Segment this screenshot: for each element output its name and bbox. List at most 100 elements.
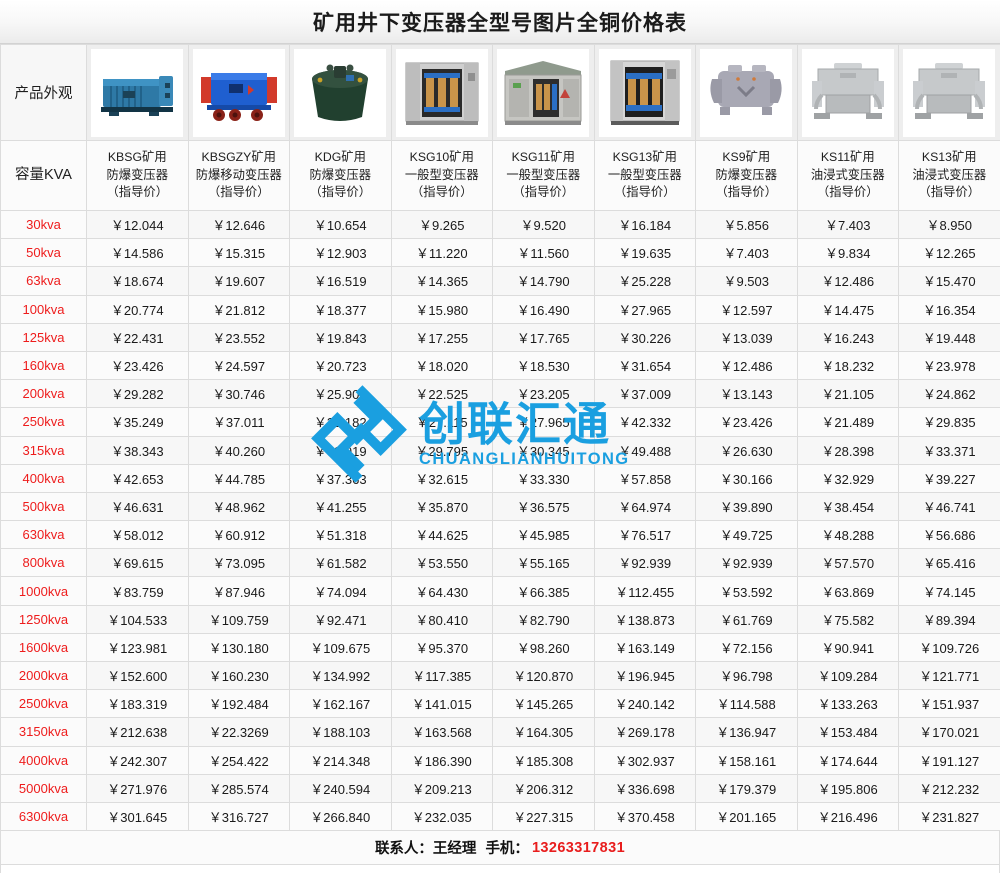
model-type-8: 油浸式变压器: [912, 167, 987, 182]
product-image-cell-8: [898, 44, 1000, 141]
price-cell: ￥55.165: [492, 548, 595, 578]
model-price-note-7: （指导价）: [817, 185, 879, 200]
model-type-0: 防爆变压器: [106, 167, 169, 182]
price-cell: ￥160.230: [187, 660, 290, 691]
price-cell: ￥138.873: [593, 604, 696, 634]
price-cell: ￥18.674: [86, 266, 189, 296]
price-cell: ￥20.723: [289, 350, 392, 381]
price-cell: ￥14.790: [492, 266, 595, 296]
price-cell: ￥32.929: [796, 463, 899, 493]
transformer-explosion-proof-icon: [710, 64, 782, 115]
capacity-cell: 63kva: [0, 266, 87, 296]
capacity-cell: 50kva: [0, 238, 87, 268]
price-cell: ￥121.771: [898, 660, 1000, 691]
table-row: 5000kva ￥271.976 ￥285.574 ￥240.594 ￥209.213 ￥…: [0, 773, 1000, 803]
model-price-note-3: （指导价）: [411, 185, 473, 200]
table-row: 630kva ￥58.012 ￥60.912 ￥51.318 ￥44.625 ￥45.98…: [0, 520, 1000, 550]
price-cell: ￥51.318: [289, 520, 392, 550]
table-row: 315kva ￥38.343 ￥40.260 ￥33.919 ￥29.795 ￥30.34…: [0, 435, 1000, 465]
price-cell: ￥12.903: [289, 238, 392, 268]
column-header-7: KS11矿用 油浸式变压器 （指导价）: [796, 140, 899, 211]
table-row: 4000kva ￥242.307 ￥254.422 ￥214.348 ￥186.390 ￥…: [0, 745, 1000, 775]
price-cell: ￥117.385: [390, 660, 493, 691]
price-cell: ￥32.615: [390, 463, 493, 493]
model-price-note-8: （指导价）: [918, 185, 981, 200]
price-cell: ￥141.015: [390, 689, 493, 719]
capacity-cell: 2000kva: [0, 660, 87, 691]
transformer-blue-wheeled-icon: [192, 48, 285, 137]
price-cell: ￥18.530: [492, 350, 595, 381]
price-cell: ￥14.586: [86, 238, 189, 268]
price-cell: ￥29.795: [390, 435, 493, 465]
product-image-cell-0: [86, 44, 189, 141]
price-cell: ￥8.950: [898, 209, 1000, 240]
price-cell: ￥302.937: [593, 745, 696, 775]
price-cell: ￥38.343: [86, 435, 189, 465]
model-type-5: 一般型变压器: [607, 167, 682, 182]
price-cell: ￥35.249: [86, 407, 189, 437]
price-cell: ￥17.765: [492, 322, 595, 352]
price-cell: ￥232.035: [390, 801, 493, 832]
model-type-4: 一般型变压器: [506, 167, 581, 182]
capacity-cell: 100kva: [0, 294, 87, 324]
transformer-oil-immersed-icon: [811, 62, 884, 119]
price-cell: ￥136.947: [695, 717, 798, 747]
price-cell: ￥90.941: [796, 632, 899, 663]
table-row: 2500kva ￥183.319 ￥192.484 ￥162.167 ￥141.015 ￥…: [0, 689, 1000, 719]
table-row: 6300kva ￥301.645 ￥316.727 ￥266.840 ￥232.035 ￥…: [0, 801, 1000, 832]
price-cell: ￥9.265: [390, 209, 493, 240]
product-image-cell-1: [187, 44, 290, 141]
price-cell: ￥10.654: [289, 209, 392, 240]
price-cell: ￥21.105: [796, 379, 899, 409]
price-cell: ￥22.3269: [187, 717, 290, 747]
price-cell: ￥28.398: [796, 435, 899, 465]
product-image-cell-6: [695, 44, 798, 141]
price-cell: ￥92.939: [593, 548, 696, 578]
product-image-cell-4: [492, 44, 595, 141]
model-price-note-5: （指导价）: [614, 185, 676, 200]
price-cell: ￥61.582: [289, 548, 392, 578]
price-cell: ￥18.377: [289, 294, 392, 324]
price-cell: ￥39.227: [898, 463, 1000, 493]
transformer-oil-immersed2-icon: [903, 48, 996, 137]
price-cell: ￥20.774: [86, 294, 189, 324]
price-cell: ￥145.265: [492, 689, 595, 719]
price-cell: ￥27.115: [390, 407, 493, 437]
price-cell: ￥42.332: [593, 407, 696, 437]
transformer-cabinet-open-icon: [395, 48, 488, 137]
price-cell: ￥12.265: [898, 238, 1000, 268]
phone-number[interactable]: 13263317831: [531, 839, 626, 856]
model-name-0: KBSG矿用: [107, 149, 167, 164]
price-cell: ￥196.945: [593, 660, 696, 691]
table-row: 3150kva ￥212.638 ￥22.3269 ￥188.103 ￥163.568 ￥…: [0, 717, 1000, 747]
capacity-cell: 160kva: [0, 350, 87, 381]
price-cell: ￥183.319: [86, 689, 189, 719]
price-cell: ￥114.588: [695, 689, 798, 719]
price-cell: ￥227.315: [492, 801, 595, 832]
capacity-cell: 1000kva: [0, 576, 87, 606]
model-name-5: KSG13矿用: [612, 149, 677, 164]
price-cell: ￥23.426: [86, 350, 189, 381]
price-cell: ￥42.653: [86, 463, 189, 493]
table-row: 200kva ￥29.282 ￥30.746 ￥25.903 ￥22.525 ￥23.20…: [0, 379, 1000, 409]
transformer-cabinet-open-icon: [405, 62, 479, 125]
price-cell: ￥130.180: [187, 632, 290, 663]
capacity-cell: 6300kva: [0, 801, 87, 832]
capacity-cell: 500kva: [0, 491, 87, 522]
price-cell: ￥48.962: [187, 491, 290, 522]
price-cell: ￥53.550: [390, 548, 493, 578]
price-cell: ￥23.205: [492, 379, 595, 409]
price-cell: ￥36.575: [492, 491, 595, 522]
transformer-blue-wheeled-icon: [200, 72, 277, 121]
price-cell: ￥44.625: [390, 520, 493, 550]
capacity-cell: 3150kva: [0, 717, 87, 747]
price-cell: ￥12.486: [796, 266, 899, 296]
price-cell: ￥19.843: [289, 322, 392, 352]
model-price-note-6: （指导价）: [715, 185, 778, 200]
price-cell: ￥82.790: [492, 604, 595, 634]
price-cell: ￥46.741: [898, 491, 1000, 522]
price-cell: ￥7.403: [796, 209, 899, 240]
price-cell: ￥212.232: [898, 773, 1000, 803]
contact-bar: 联系人：王经理 手机： 13263317831: [0, 831, 1000, 866]
